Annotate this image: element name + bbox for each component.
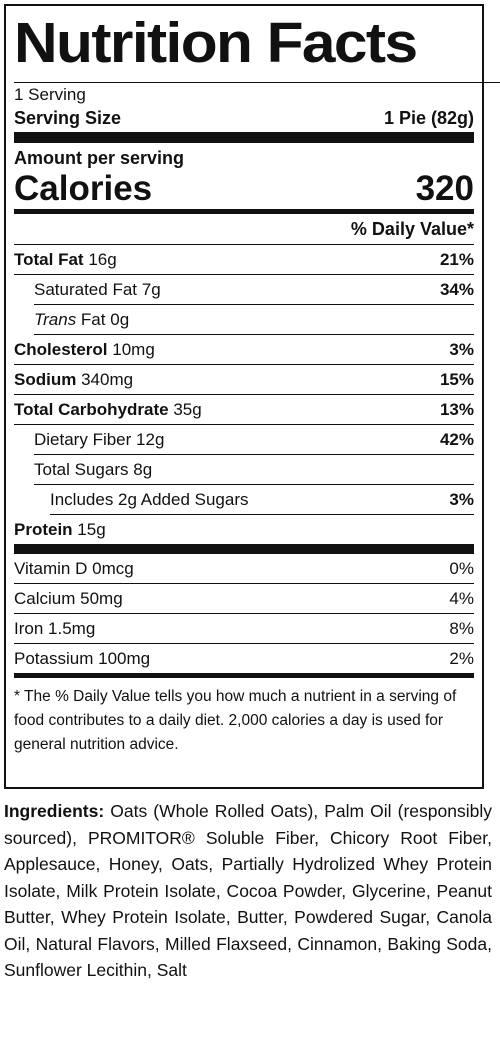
thick-divider-vitamins xyxy=(14,544,474,554)
nutrient-amount: 35g xyxy=(173,400,202,419)
nutrient-dv: 3% xyxy=(449,490,474,509)
nutrient-dv: 42% xyxy=(439,430,474,449)
amount-per-serving: Amount per serving xyxy=(14,147,474,169)
nutrient-dv: 21% xyxy=(439,250,474,269)
calories-value: 320 xyxy=(415,169,474,208)
medium-divider-footnote xyxy=(14,673,474,678)
nutrient-amount: 7g xyxy=(141,280,161,299)
nutrient-amount: 340mg xyxy=(81,370,134,389)
vitamin-row-calcium: Calcium 50mg 4% xyxy=(14,584,474,614)
daily-value-header: % Daily Value* xyxy=(14,214,474,245)
nutrient-row-total-fat: Total Fat 16g 21% xyxy=(14,245,474,275)
nutrient-amount: 15g xyxy=(77,520,106,539)
servings-text: 1 Serving xyxy=(14,85,86,104)
serving-size-row: Serving Size 1 Pie (82g) xyxy=(14,107,474,129)
vitamin-amount: 50mg xyxy=(80,589,123,608)
nutrient-name: Dietary Fiber xyxy=(34,430,132,449)
nutrient-name: Trans xyxy=(34,310,77,329)
label-title: Nutrition Facts xyxy=(14,6,500,83)
nutrient-amount: 16g xyxy=(88,250,117,269)
ingredients-heading: Ingredients: xyxy=(4,801,105,821)
ingredients-text: Oats (Whole Rolled Oats), Palm Oil (resp… xyxy=(4,801,492,980)
vitamin-dv: 2% xyxy=(449,649,474,668)
vitamin-name: Iron xyxy=(14,619,44,638)
nutrient-row-sodium: Sodium 340mg 15% xyxy=(14,365,474,395)
nutrient-row-added-sugars: Includes 2g Added Sugars 3% xyxy=(50,485,474,515)
vitamin-amount: 100mg xyxy=(98,649,151,668)
nutrient-row-saturated-fat: Saturated Fat 7g 34% xyxy=(34,275,474,305)
ingredients-statement: Ingredients: Oats (Whole Rolled Oats), P… xyxy=(4,798,492,984)
vitamin-name: Calcium xyxy=(14,589,76,608)
nutrient-amount: 0g xyxy=(110,310,130,329)
nutrient-name: Saturated Fat xyxy=(34,280,138,299)
serving-size-label: Serving Size xyxy=(14,108,122,128)
vitamin-row-potassium: Potassium 100mg 2% xyxy=(14,644,474,673)
nutrient-amount: 10mg xyxy=(112,340,155,359)
nutrient-row-trans-fat: Trans Fat 0g xyxy=(34,305,474,335)
medium-divider xyxy=(14,209,474,214)
nutrient-name: Includes 2g Added Sugars xyxy=(50,490,249,509)
vitamin-name: Potassium xyxy=(14,649,94,668)
vitamin-row-vitamin-d: Vitamin D 0mcg 0% xyxy=(14,554,474,584)
nutrient-name: Sodium xyxy=(14,370,77,389)
nutrient-row-cholesterol: Cholesterol 10mg 3% xyxy=(14,335,474,365)
nutrient-name: Cholesterol xyxy=(14,340,108,359)
thick-divider xyxy=(14,132,474,143)
nutrient-row-total-carbohydrate: Total Carbohydrate 35g 13% xyxy=(14,395,474,425)
nutrient-dv: 15% xyxy=(439,370,474,389)
nutrient-row-total-sugars: Total Sugars 8g xyxy=(34,455,474,485)
nutrient-name: Protein xyxy=(14,520,73,539)
daily-value-header-text: % Daily Value* xyxy=(350,219,474,239)
daily-value-footnote: * The % Daily Value tells you how much a… xyxy=(14,688,457,753)
serving-size-value: 1 Pie (82g) xyxy=(383,108,474,128)
nutrient-row-protein: Protein 15g xyxy=(14,515,474,544)
nutrient-name: Total Sugars xyxy=(34,460,129,479)
calories-row: Calories 320 xyxy=(14,169,474,209)
nutrient-dv: 13% xyxy=(439,400,474,419)
vitamin-dv: 0% xyxy=(449,559,474,578)
calories-label: Calories xyxy=(14,169,153,208)
vitamin-dv: 4% xyxy=(449,589,474,608)
nutrient-name: Total Fat xyxy=(14,250,84,269)
nutrient-amount: 8g xyxy=(133,460,153,479)
amount-per-serving-text: Amount per serving xyxy=(14,148,185,168)
nutrient-name: Total Carbohydrate xyxy=(14,400,169,419)
vitamin-amount: 1.5mg xyxy=(48,619,96,638)
vitamin-dv: 8% xyxy=(449,619,474,638)
nutrient-dv: 34% xyxy=(439,280,474,299)
nutrition-facts-label: Nutrition Facts 1 Serving Serving Size 1… xyxy=(4,4,500,789)
nutrient-amount: 12g xyxy=(136,430,165,449)
nutrient-dv: 3% xyxy=(449,340,474,359)
nutrient-row-dietary-fiber: Dietary Fiber 12g 42% xyxy=(34,425,474,455)
vitamin-row-iron: Iron 1.5mg 8% xyxy=(14,614,474,644)
servings-per-container: 1 Serving xyxy=(14,83,474,107)
vitamin-amount: 0mcg xyxy=(92,559,134,578)
nutrient-name-rest: Fat xyxy=(76,310,106,329)
vitamin-name: Vitamin D xyxy=(14,559,88,578)
